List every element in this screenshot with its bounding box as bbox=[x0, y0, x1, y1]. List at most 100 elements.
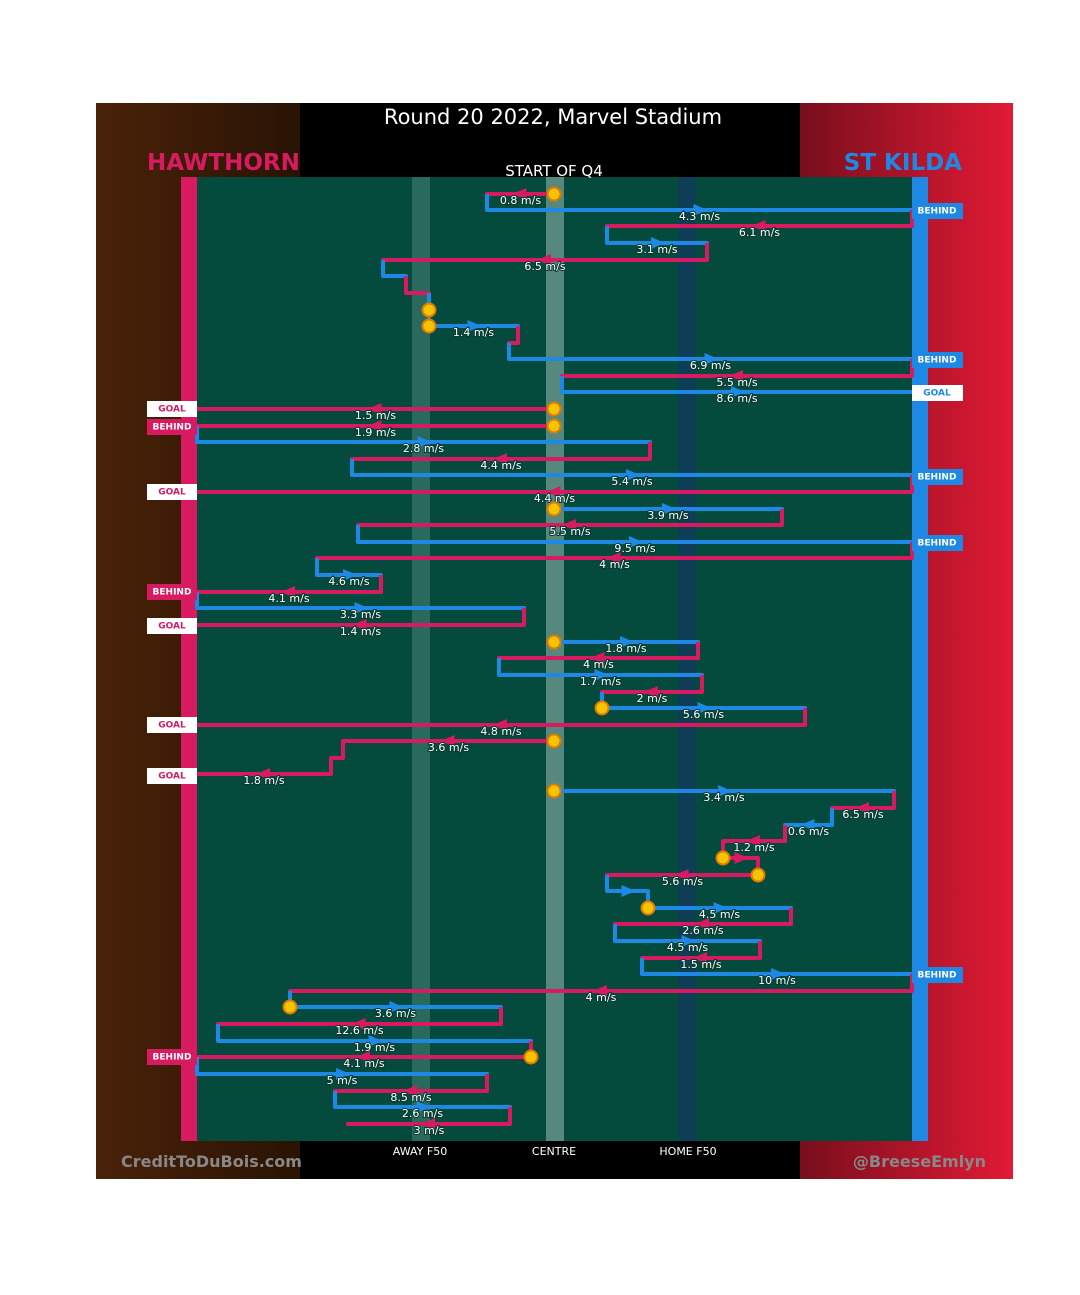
ball-marker bbox=[640, 900, 656, 916]
speed-label: 2.8 m/s bbox=[403, 442, 444, 455]
arrow bbox=[651, 237, 665, 249]
outcome-box bbox=[147, 618, 197, 634]
arrow bbox=[416, 1101, 431, 1113]
arrow bbox=[336, 1068, 350, 1080]
outcome-label: BEHIND bbox=[918, 971, 957, 981]
period: START OF Q4 bbox=[505, 162, 603, 180]
arrow bbox=[731, 386, 745, 398]
speed-label: 1.4 m/s bbox=[453, 326, 494, 339]
outcome-box bbox=[147, 419, 197, 435]
arrow bbox=[718, 785, 732, 797]
speed-label: 3.3 m/s bbox=[340, 608, 381, 621]
speed-label: 1.7 m/s bbox=[580, 675, 621, 688]
speed-label: 3 m/s bbox=[414, 1124, 445, 1137]
speed-label: 1.5 m/s bbox=[680, 958, 721, 971]
outcome-label: BEHIND bbox=[153, 1053, 192, 1063]
speed-label: 4.3 m/s bbox=[679, 210, 720, 223]
title: Round 20 2022, Marvel Stadium bbox=[384, 105, 722, 129]
speed-label: 2 m/s bbox=[637, 692, 668, 705]
arrow bbox=[593, 985, 607, 997]
speed-label: 1.2 m/s bbox=[733, 841, 774, 854]
outcome-label: BEHIND bbox=[153, 588, 192, 598]
outcome-label: GOAL bbox=[158, 622, 186, 632]
speed-label: 6.5 m/s bbox=[842, 808, 883, 821]
speed-label: 0.8 m/s bbox=[500, 194, 541, 207]
outcome-box bbox=[147, 1049, 197, 1065]
speed-label: 4.5 m/s bbox=[667, 941, 708, 954]
arrow bbox=[417, 436, 432, 448]
away-f50-stripe bbox=[412, 177, 430, 1141]
outcome-label: BEHIND bbox=[918, 207, 957, 217]
arrow bbox=[512, 188, 527, 200]
outcome-label: GOAL bbox=[158, 721, 186, 731]
speed-label: 1.5 m/s bbox=[355, 409, 396, 422]
arrow bbox=[537, 254, 551, 266]
arrow bbox=[546, 486, 561, 498]
outcome-label: GOAL bbox=[923, 389, 951, 399]
arrow bbox=[621, 885, 636, 897]
arrow bbox=[421, 1118, 435, 1130]
arrow bbox=[352, 619, 367, 631]
arrow bbox=[693, 952, 707, 964]
speed-label: 4.4 m/s bbox=[480, 459, 521, 472]
arrow bbox=[800, 819, 815, 831]
arrow bbox=[620, 636, 634, 648]
ball-marker bbox=[546, 634, 562, 650]
speed-label: 5 m/s bbox=[327, 1074, 358, 1087]
arrow bbox=[351, 1018, 366, 1030]
outcome-box bbox=[147, 401, 197, 417]
ball-marker bbox=[750, 867, 766, 883]
arrow bbox=[389, 1001, 404, 1013]
speed-label: 1.9 m/s bbox=[354, 1041, 395, 1054]
arrow bbox=[368, 1035, 383, 1047]
outcome-label: GOAL bbox=[158, 488, 186, 498]
speed-label: 5.5 m/s bbox=[549, 525, 590, 538]
arrow bbox=[704, 353, 719, 365]
speed-label: 3.6 m/s bbox=[375, 1007, 416, 1020]
outcome-box bbox=[147, 584, 197, 600]
outcome-box bbox=[912, 535, 963, 551]
outcome-box bbox=[912, 385, 963, 401]
outcome-box bbox=[147, 717, 197, 733]
ball-marker bbox=[594, 700, 610, 716]
outcome-box bbox=[147, 768, 197, 784]
arrow bbox=[606, 552, 621, 564]
arrow bbox=[356, 1051, 370, 1063]
speed-label: 1.9 m/s bbox=[355, 426, 396, 439]
zone-label: HOME F50 bbox=[659, 1145, 716, 1158]
outcome-label: GOAL bbox=[158, 405, 186, 415]
arrow bbox=[751, 220, 766, 232]
speed-label: 4 m/s bbox=[599, 558, 630, 571]
arrow bbox=[594, 669, 609, 681]
zone-label: CENTRE bbox=[532, 1145, 576, 1158]
arrow bbox=[681, 935, 696, 947]
speed-label: 4.1 m/s bbox=[268, 592, 309, 605]
speed-label: 1.8 m/s bbox=[605, 642, 646, 655]
speed-label: 12.6 m/s bbox=[335, 1024, 383, 1037]
ball-marker bbox=[546, 733, 562, 749]
arrow bbox=[343, 569, 357, 581]
arrow bbox=[367, 420, 382, 432]
speed-label: 4.4 m/s bbox=[534, 492, 575, 505]
speed-label: 2.6 m/s bbox=[682, 924, 723, 937]
outcome-box bbox=[912, 352, 963, 368]
right-goal-bar bbox=[912, 177, 928, 1141]
outcome-box bbox=[912, 203, 963, 219]
arrow bbox=[629, 536, 643, 548]
arrow bbox=[662, 503, 676, 515]
arrow bbox=[674, 869, 689, 881]
speed-label: 4 m/s bbox=[586, 991, 617, 1004]
speed-label: 2.6 m/s bbox=[402, 1107, 443, 1120]
speed-label: 6.9 m/s bbox=[690, 359, 731, 372]
speed-label: 3.9 m/s bbox=[647, 509, 688, 522]
speed-label: 9.5 m/s bbox=[614, 542, 655, 555]
left-team: HAWTHORN bbox=[147, 150, 300, 176]
ball-marker bbox=[282, 999, 298, 1015]
speed-label: 1.8 m/s bbox=[243, 774, 284, 787]
arrow bbox=[367, 403, 382, 415]
arrow bbox=[729, 370, 743, 382]
arrow bbox=[590, 652, 605, 664]
right-team: ST KILDA bbox=[844, 150, 962, 176]
speed-label: 8.5 m/s bbox=[390, 1091, 431, 1104]
